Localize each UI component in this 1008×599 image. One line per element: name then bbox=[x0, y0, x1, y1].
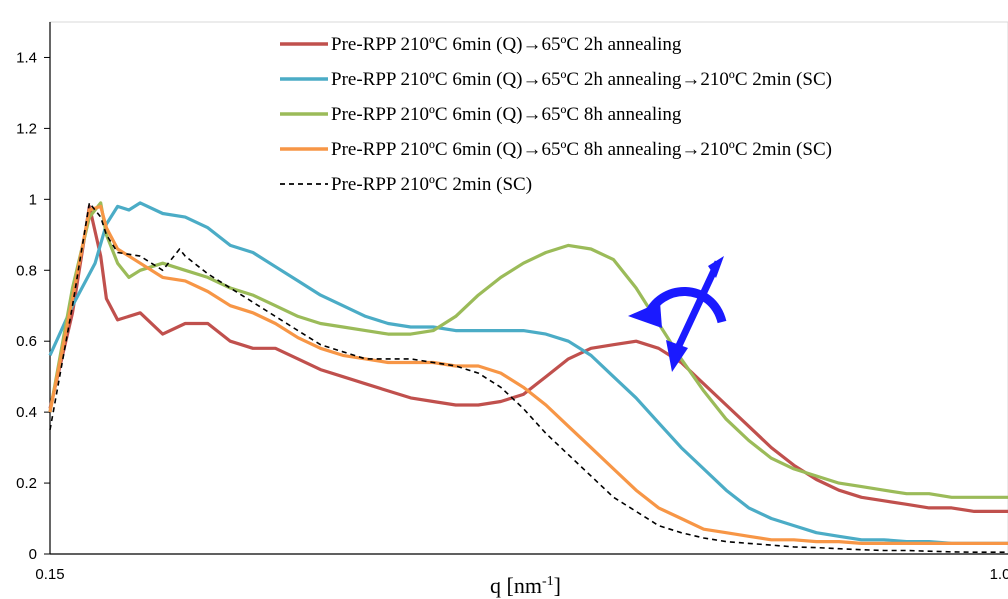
series-line-3 bbox=[48, 201, 1008, 499]
y-tick-label: 0.8 bbox=[16, 262, 37, 279]
y-tick-label: 0 bbox=[29, 546, 37, 563]
x-axis-label-end: ] bbox=[554, 573, 561, 598]
arrow-head-up bbox=[708, 256, 724, 278]
plot-area bbox=[49, 21, 1008, 555]
arrow-head-left bbox=[628, 302, 662, 328]
legend: Pre-RPP 210ºC 6min (Q)→65ºC 2h annealing… bbox=[280, 34, 832, 195]
x-axis-label-sup: -1 bbox=[542, 574, 554, 589]
legend-label-1: Pre-RPP 210ºC 6min (Q)→65ºC 2h annealing bbox=[331, 34, 682, 55]
arrow-stem bbox=[672, 260, 722, 354]
y-tick-label: 1.4 bbox=[16, 49, 37, 66]
y-tick-label: 1.2 bbox=[16, 120, 37, 137]
x-tick-label: 0.15 bbox=[35, 566, 64, 583]
y-tick-label: 0.6 bbox=[16, 333, 37, 350]
x-tick-label: 1.0 bbox=[990, 566, 1008, 583]
y-tick-label: 1 bbox=[29, 191, 37, 208]
series-line-1 bbox=[48, 204, 1008, 513]
y-tick-label: 0.4 bbox=[16, 404, 37, 421]
y-tick-labels: 0 0.2 0.4 0.6 0.8 1 1.2 1.4 bbox=[16, 49, 50, 563]
series-line-5 bbox=[49, 202, 1008, 554]
legend-label-3: Pre-RPP 210ºC 6min (Q)→65ºC 8h annealing bbox=[331, 104, 682, 125]
x-axis-label-main: q [nm bbox=[490, 573, 542, 598]
series-line-4 bbox=[48, 204, 1008, 546]
x-tick-labels: 0.15 1.0 bbox=[35, 566, 1008, 583]
arrow-head-down bbox=[666, 340, 688, 372]
legend-label-4: Pre-RPP 210ºC 6min (Q)→65ºC 8h annealing… bbox=[331, 139, 832, 160]
legend-label-2: Pre-RPP 210ºC 6min (Q)→65ºC 2h annealing… bbox=[331, 69, 832, 90]
series-line-2 bbox=[48, 201, 1008, 546]
y-tick-label: 0.2 bbox=[16, 475, 37, 492]
x-axis-label: q [nm-1] bbox=[490, 573, 561, 598]
series-lines bbox=[48, 201, 1008, 554]
legend-label-5: Pre-RPP 210ºC 2min (SC) bbox=[331, 174, 532, 195]
rotation-arrow-icon bbox=[628, 256, 727, 372]
